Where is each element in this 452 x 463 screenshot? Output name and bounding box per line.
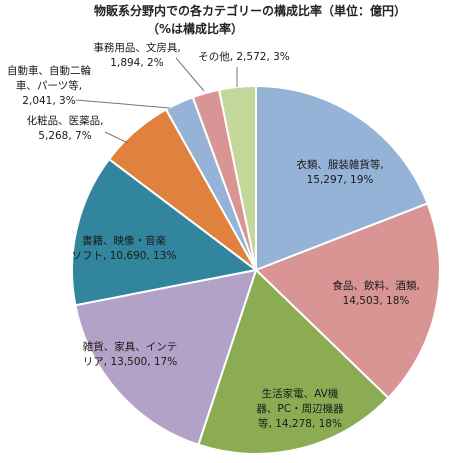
data-label-3: 雑貨、家具、インテリア, 13,500, 17% [83, 340, 178, 368]
leader-line-5 [104, 131, 129, 144]
leader-line-7 [175, 57, 205, 92]
pie-slice-1 [254, 202, 441, 400]
pie-slice-4 [71, 157, 259, 307]
chart-subtitle: （%は構成比率） [146, 22, 244, 36]
data-label-4: 書籍、映像・音楽ソフト, 10,690, 13% [72, 234, 177, 262]
pie-slice-3 [74, 268, 258, 447]
data-label-0: 衣類、服装雑貨等, 15,297, 19% [296, 158, 383, 186]
chart-title: 物販系分野内での各カテゴリーの構成比率（単位：億円） [93, 4, 406, 18]
leader-line-6 [75, 99, 171, 109]
data-label-2: 生活家電、AV機器、PC・周辺機器等, 14,278, 18% [256, 387, 344, 430]
data-label-1: 食品、飲料、酒類, 14,503, 18% [332, 279, 419, 307]
data-label-6: 自動車、自動二輪車、パーツ等, 2,041, 3% [7, 64, 91, 107]
data-label-7: 事務用品、文房具, 1,894, 2% [93, 41, 180, 69]
data-label-5: 化粧品、医薬品, 5,268, 7% [27, 114, 104, 142]
data-label-8: その他, 2,572, 3% [198, 50, 290, 63]
pie-slice-2 [197, 268, 390, 455]
pie-slice-0 [255, 84, 429, 272]
